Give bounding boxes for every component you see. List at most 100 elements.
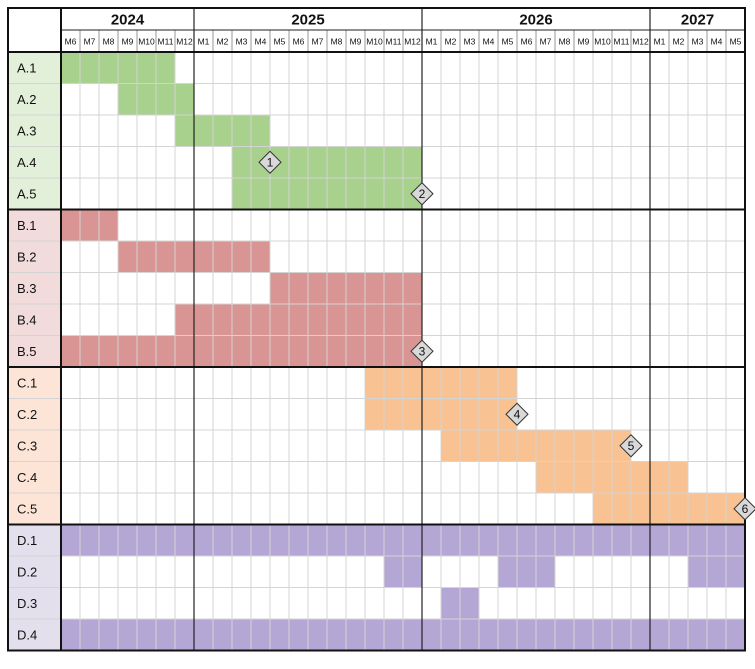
task-label: C.3: [17, 438, 37, 453]
milestone-diamond: [505, 402, 529, 426]
task-labels: A.1 A.2 A.3 A.4 A.5 B.1 B.2 B.3 B.4 B.5 C.1 C.2 C.3 C…: [17, 60, 37, 642]
month-label: M5: [502, 37, 514, 47]
month-label: M9: [350, 37, 362, 47]
month-label: M6: [293, 37, 305, 47]
task-label-cell: [8, 524, 61, 556]
milestone-diamond: [410, 182, 434, 206]
grid-lines: [8, 30, 746, 651]
milestone-label: 1: [267, 155, 274, 169]
month-label: M3: [692, 37, 704, 47]
task-label-cell: [8, 178, 61, 210]
month-label: M7: [540, 37, 552, 47]
milestone-diamond: [733, 497, 755, 521]
task-label: C.4: [17, 470, 37, 485]
task-label-cell: [8, 241, 61, 273]
month-label: M4: [483, 37, 495, 47]
milestone-diamond: [258, 150, 282, 174]
month-label: M10: [366, 37, 383, 47]
month-label: M10: [594, 37, 611, 47]
month-label: M5: [274, 37, 286, 47]
task-label-cell: [8, 398, 61, 430]
month-label: M2: [445, 37, 457, 47]
task-label: D.4: [17, 627, 37, 642]
month-label: M1: [654, 37, 666, 47]
milestone-diamond: [410, 339, 434, 363]
task-bar-B.5: [61, 335, 422, 367]
milestone-label: 2: [419, 187, 426, 201]
task-label: A.5: [17, 186, 37, 201]
task-label: B.2: [17, 249, 37, 264]
task-label-cell: [8, 367, 61, 399]
section-borders: [7, 7, 746, 652]
task-bar-D.2: [498, 556, 555, 588]
month-label: M8: [559, 37, 571, 47]
task-bar-A.3: [175, 115, 270, 147]
year-label: 2025: [291, 12, 324, 29]
year-label: 2026: [519, 12, 552, 29]
chart-background: [8, 52, 61, 651]
month-label: M4: [255, 37, 267, 47]
month-label: M8: [103, 37, 115, 47]
task-bar-D.2: [688, 556, 745, 588]
month-label: M9: [578, 37, 590, 47]
month-label: M7: [312, 37, 324, 47]
milestone-label: 5: [628, 439, 635, 453]
task-label: C.5: [17, 501, 37, 516]
task-label: D.3: [17, 596, 37, 611]
milestones: 1 2 3 4 5 6: [258, 150, 755, 521]
task-label: B.5: [17, 344, 37, 359]
task-label-cell: [8, 304, 61, 336]
task-label: A.4: [17, 155, 37, 170]
task-label: D.2: [17, 564, 37, 579]
task-label-cell: [8, 115, 61, 147]
milestone-label: 6: [742, 502, 749, 516]
milestone-diamond: [619, 434, 643, 458]
task-label-cell: [8, 83, 61, 115]
month-label: M12: [404, 37, 421, 47]
task-label: C.2: [17, 407, 37, 422]
month-label: M6: [521, 37, 533, 47]
task-bar-B.4: [175, 304, 422, 336]
task-label-cell: [8, 461, 61, 493]
task-label: A.1: [17, 60, 37, 75]
task-label: C.1: [17, 375, 37, 390]
task-label-cell: [8, 556, 61, 588]
task-label: B.1: [17, 218, 37, 233]
month-label: M1: [198, 37, 210, 47]
month-label: M5: [730, 37, 742, 47]
month-label: M11: [158, 37, 174, 47]
month-label: M3: [464, 37, 476, 47]
month-label: M4: [711, 37, 723, 47]
task-label-cell: [8, 272, 61, 304]
milestone-label: 3: [419, 344, 426, 358]
task-label: A.3: [17, 123, 37, 138]
task-label-cell: [8, 493, 61, 525]
task-label-cell: [8, 52, 61, 84]
month-label: M7: [84, 37, 96, 47]
outer-border: [7, 7, 746, 652]
task-label: B.4: [17, 312, 37, 327]
month-label: M9: [122, 37, 134, 47]
month-label: M2: [673, 37, 685, 47]
task-label-cell: [8, 619, 61, 651]
task-label-cell: [8, 335, 61, 367]
month-label: M11: [614, 37, 630, 47]
task-label-cell: [8, 430, 61, 462]
task-label-cell: [8, 209, 61, 241]
milestone-label: 4: [514, 407, 521, 421]
month-label: M11: [386, 37, 402, 47]
task-label-cell: [8, 146, 61, 178]
month-label: M3: [236, 37, 248, 47]
task-label: A.2: [17, 92, 37, 107]
month-label: M1: [426, 37, 438, 47]
month-label: M6: [65, 37, 77, 47]
month-label: M12: [632, 37, 649, 47]
month-label: M12: [176, 37, 193, 47]
year-label: 2024: [111, 12, 145, 29]
task-label: D.1: [17, 533, 37, 548]
task-label-cell: [8, 587, 61, 619]
month-label: M2: [217, 37, 229, 47]
task-bar-B.1: [61, 209, 118, 241]
